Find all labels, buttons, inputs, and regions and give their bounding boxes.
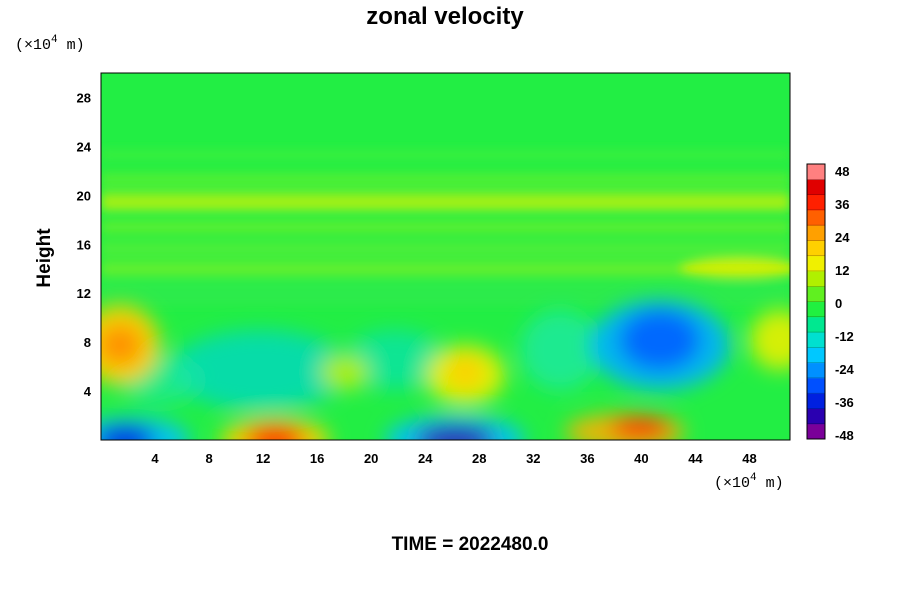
feature-blue-core xyxy=(620,310,700,370)
x-tick-label: 24 xyxy=(418,451,433,466)
colorbar-swatch xyxy=(807,286,825,302)
feature-blue-core xyxy=(415,426,495,440)
feature-cyan xyxy=(170,330,350,410)
x-tick-label: 8 xyxy=(205,451,212,466)
x-tick-labels: 4 8 12 16 20 24 28 32 36 40 44 48 xyxy=(151,451,756,466)
colorbar-tick-label: 48 xyxy=(835,164,849,179)
x-tick-label: 40 xyxy=(634,451,648,466)
colorbar-swatch xyxy=(807,301,825,318)
x-tick-label: 28 xyxy=(472,451,486,466)
plot-frame xyxy=(100,72,791,441)
colorbar-swatch xyxy=(807,270,825,287)
colorbar-tick-label: 36 xyxy=(835,197,849,212)
feature-warm-core xyxy=(101,325,142,365)
colorbar-swatch xyxy=(807,377,825,394)
colorbar-tick-label: -48 xyxy=(835,428,854,443)
colorbar xyxy=(807,164,825,440)
x-unit-label: (×104 m) xyxy=(714,472,784,492)
feature-warm-core xyxy=(610,418,670,438)
y-tick-label: 16 xyxy=(77,237,91,252)
colorbar-swatch xyxy=(807,194,825,211)
colorbar-swatch xyxy=(807,332,825,348)
band xyxy=(101,220,790,234)
y-tick-label: 20 xyxy=(77,188,91,203)
band xyxy=(101,172,790,188)
y-tick-labels: 4 8 12 16 20 24 28 xyxy=(77,90,92,399)
lower-features xyxy=(101,300,790,440)
x-tick-label: 36 xyxy=(580,451,594,466)
colorbar-swatch xyxy=(807,362,825,379)
feature-cyan xyxy=(520,310,600,390)
colorbar-swatch xyxy=(807,423,825,440)
colorbar-tick-label: 0 xyxy=(835,296,842,311)
colorbar-tick-label: -24 xyxy=(835,362,855,377)
colorbar-tick-label: 24 xyxy=(835,230,850,245)
band xyxy=(101,240,790,258)
feature-yellow-core xyxy=(447,354,483,390)
y-tick-label: 28 xyxy=(77,90,91,105)
feature-yellow xyxy=(320,354,370,390)
feature-blue-core xyxy=(101,426,155,440)
y-tick-label: 12 xyxy=(77,286,91,301)
colorbar-swatch xyxy=(807,240,825,257)
feature-cyan xyxy=(345,330,445,390)
band xyxy=(101,150,790,160)
x-tick-label: 20 xyxy=(364,451,378,466)
colorbar-frame xyxy=(806,163,826,440)
band-highlight xyxy=(680,258,790,278)
x-tick-label: 44 xyxy=(688,451,703,466)
colorbar-swatch xyxy=(807,316,825,333)
band xyxy=(101,262,790,276)
band xyxy=(101,193,790,211)
chart-title: zonal velocity xyxy=(366,3,524,30)
x-tick-label: 4 xyxy=(151,451,159,466)
colorbar-tick-label: -36 xyxy=(835,395,854,410)
x-tick-label: 48 xyxy=(742,451,756,466)
colorbar-tick-label: -12 xyxy=(835,329,854,344)
x-tick-label: 12 xyxy=(256,451,270,466)
colorbar-swatch xyxy=(807,347,825,364)
y-tick-label: 8 xyxy=(84,335,91,350)
x-tick-label: 16 xyxy=(310,451,324,466)
heatmap-field xyxy=(101,73,790,440)
time-label: TIME = 2022480.0 xyxy=(392,534,549,555)
feature-yellow xyxy=(750,310,790,370)
feature-warm-core xyxy=(245,426,305,440)
colorbar-tick-label: 12 xyxy=(835,263,849,278)
y-tick-label: 4 xyxy=(84,384,92,399)
colorbar-swatch xyxy=(807,164,825,180)
y-axis-label: Height xyxy=(34,228,55,288)
x-tick-label: 32 xyxy=(526,451,540,466)
upper-bands xyxy=(101,150,790,306)
colorbar-tick-labels: 48 36 24 12 0 -12 -24 -36 -48 xyxy=(835,164,855,443)
y-unit-label: (×104 m) xyxy=(15,34,85,54)
colorbar-swatch xyxy=(807,209,825,226)
colorbar-swatch xyxy=(807,255,825,272)
colorbar-swatch xyxy=(807,225,825,241)
y-tick-label: 24 xyxy=(77,139,92,154)
band xyxy=(101,282,790,306)
colorbar-swatch xyxy=(807,408,825,425)
colorbar-swatch xyxy=(807,179,825,196)
colorbar-swatch xyxy=(807,393,825,409)
